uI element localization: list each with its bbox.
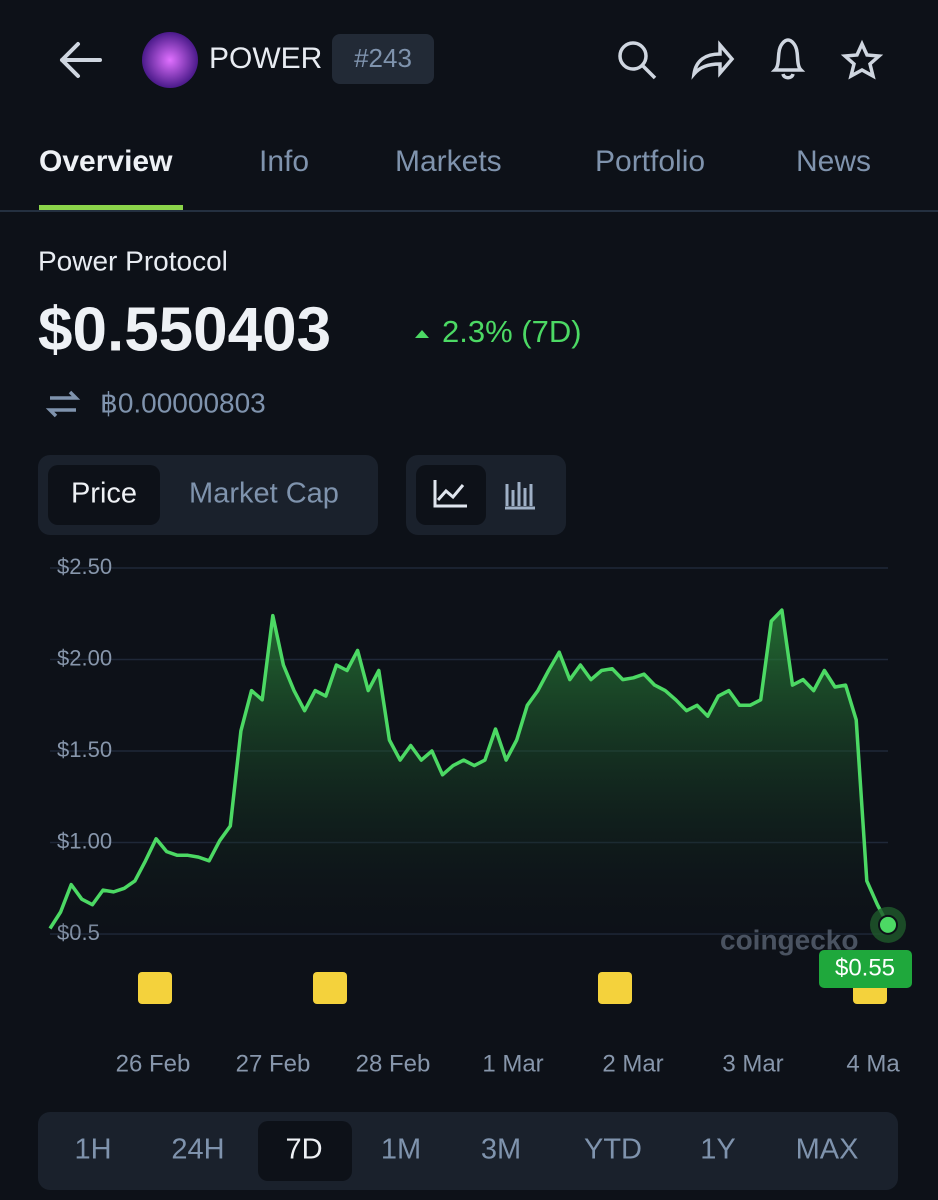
- range-selected: [258, 1121, 352, 1181]
- x-tick-label: 3 Mar: [722, 1050, 783, 1077]
- tab[interactable]: News: [796, 145, 871, 178]
- tab-bar: Overview Info Markets Portfolio News: [39, 145, 871, 178]
- price-change: 2.3% (7D): [442, 314, 582, 349]
- x-tick-label: 2 Mar: [602, 1050, 663, 1077]
- toggle-market-cap[interactable]: Market Cap: [189, 478, 339, 510]
- y-tick-label: $1.50: [57, 737, 112, 762]
- tab[interactable]: Portfolio: [595, 145, 705, 178]
- toggle-selected: [48, 465, 160, 525]
- star-icon[interactable]: [840, 39, 884, 80]
- x-tick-label: 4 Ma: [846, 1050, 900, 1077]
- price: $0.550403: [38, 295, 331, 364]
- end-label-bg: [819, 950, 912, 988]
- tab[interactable]: Info: [259, 145, 309, 178]
- x-tick-label: 27 Feb: [236, 1050, 311, 1077]
- swap-icon: [45, 390, 81, 418]
- range-options: 1H 24H 7D 1M 3M YTD 1Y MAX: [74, 1134, 858, 1166]
- x-tick-label: 1 Mar: [482, 1050, 543, 1077]
- rank: #243: [354, 43, 412, 73]
- back-button[interactable]: [60, 42, 102, 78]
- ticker: POWER: [209, 42, 322, 75]
- area: [50, 610, 888, 934]
- line-chart-icon[interactable]: [433, 480, 467, 508]
- range-option[interactable]: YTD: [584, 1134, 642, 1166]
- range-option[interactable]: 1M: [381, 1134, 421, 1166]
- y-tick-label: $2.00: [57, 645, 112, 670]
- event-marker[interactable]: [598, 972, 632, 1004]
- toolbar: [618, 38, 884, 80]
- tab[interactable]: Overview: [39, 145, 173, 178]
- share-icon[interactable]: [691, 40, 735, 80]
- end-point: [878, 914, 898, 935]
- range-bar: [38, 1112, 898, 1190]
- range-option[interactable]: MAX: [796, 1134, 859, 1166]
- range-option[interactable]: 7D: [285, 1134, 322, 1166]
- btc-price: ฿0.00000803: [100, 387, 266, 418]
- end-label: $0.55: [835, 954, 895, 981]
- tab-indicator: [39, 205, 183, 210]
- toggle-price[interactable]: Price: [71, 478, 137, 510]
- range-option[interactable]: 1Y: [700, 1134, 735, 1166]
- bell-icon[interactable]: [770, 38, 806, 80]
- x-tick-label: 26 Feb: [116, 1050, 191, 1077]
- tab[interactable]: Markets: [395, 145, 502, 178]
- event-marker[interactable]: [313, 972, 347, 1004]
- up-arrow: [415, 330, 429, 338]
- search-icon[interactable]: [618, 41, 648, 71]
- y-tick-label: $2.50: [57, 554, 112, 579]
- event-marker[interactable]: [138, 972, 172, 1004]
- price-line: [48, 608, 890, 930]
- coin-name: Power Protocol: [38, 245, 228, 276]
- candle-icon[interactable]: [505, 482, 535, 510]
- x-tick-label: 28 Feb: [356, 1050, 431, 1077]
- coin-logo: [142, 32, 198, 88]
- range-option[interactable]: 3M: [481, 1134, 521, 1166]
- rank-badge: [332, 34, 434, 84]
- range-option[interactable]: 24H: [171, 1134, 224, 1166]
- y-tick-label: $1.00: [57, 828, 112, 853]
- range-option[interactable]: 1H: [74, 1134, 111, 1166]
